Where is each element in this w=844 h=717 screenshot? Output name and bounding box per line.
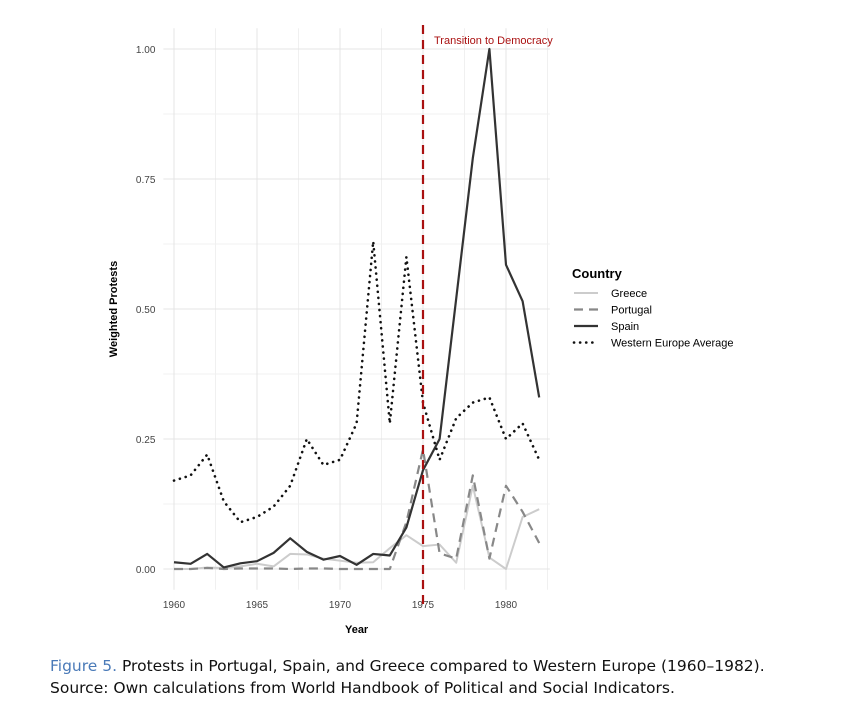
legend-title: Country xyxy=(572,266,623,281)
series-spain xyxy=(173,47,541,569)
x-axis-label: Year xyxy=(345,624,369,636)
legend-label: Greece xyxy=(611,288,647,300)
y-tick-label: 1.00 xyxy=(136,45,156,56)
y-tick-label: 0.75 xyxy=(136,175,156,186)
y-tick-label: 0.00 xyxy=(136,565,156,576)
caption-source: Source: Own calculations from World Hand… xyxy=(50,679,675,697)
x-tick-label: 1975 xyxy=(412,600,435,611)
figure-caption: Figure 5. Protests in Portugal, Spain, a… xyxy=(50,655,765,699)
transition-label: Transition to Democracy xyxy=(434,35,553,47)
series-portugal xyxy=(174,448,541,571)
x-tick-label: 1980 xyxy=(495,600,518,611)
legend-label: Spain xyxy=(611,321,639,333)
x-tick-label: 1965 xyxy=(246,600,269,611)
line-chart: 1960 1965 1970 1975 1980 0.00 0.25 0.50 0.75 1.00… xyxy=(108,25,734,636)
series-greece xyxy=(174,484,540,570)
x-tick-label: 1960 xyxy=(163,600,186,611)
legend-label: Western Europe Average xyxy=(611,338,734,350)
caption-text: Protests in Portugal, Spain, and Greece … xyxy=(117,657,765,675)
x-tick-label: 1970 xyxy=(329,600,352,611)
y-tick-label: 0.50 xyxy=(136,305,156,316)
series-western-europe-average xyxy=(172,240,541,524)
y-tick-label: 0.25 xyxy=(136,435,156,446)
figure-number: Figure 5. xyxy=(50,657,118,675)
legend-label: Portugal xyxy=(611,305,652,317)
y-axis-label: Weighted Protests xyxy=(108,261,120,357)
